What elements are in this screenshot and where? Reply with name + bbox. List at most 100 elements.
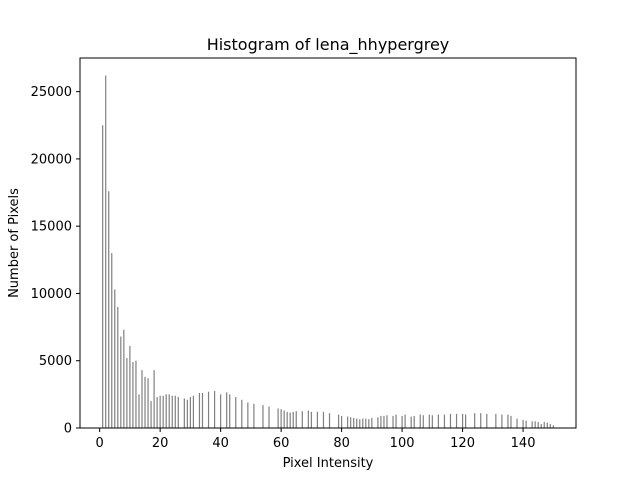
histogram-bar — [540, 423, 542, 428]
histogram-bar — [156, 397, 158, 428]
histogram-bar — [198, 393, 201, 428]
histogram-bar — [510, 415, 512, 428]
histogram-bar — [123, 329, 125, 428]
histogram-bar — [507, 414, 509, 428]
histogram-bar — [289, 412, 291, 428]
histogram-bar — [465, 414, 467, 428]
histogram-bar — [207, 391, 210, 428]
histogram-bar — [183, 398, 185, 428]
histogram-bar — [322, 411, 325, 428]
y-axis-label: Number of Pixels — [7, 188, 22, 298]
histogram-bar — [295, 411, 297, 428]
plot-frame — [79, 57, 577, 429]
histogram-bar — [129, 345, 131, 428]
histogram-bar — [347, 416, 349, 428]
histogram-bar — [531, 421, 533, 428]
histogram-bar — [268, 406, 270, 428]
histogram-bar — [525, 420, 527, 428]
histogram-bar — [534, 421, 536, 428]
y-tick-label: 20000 — [31, 152, 72, 167]
histogram-bar — [301, 411, 303, 428]
x-axis-label: Pixel Intensity — [283, 456, 374, 471]
x-axis-ticks: 0 20 40 60 80 100 120 140 — [96, 428, 536, 451]
y-tick-label: 5000 — [39, 354, 72, 369]
histogram-bar — [365, 418, 367, 428]
histogram-bar — [383, 415, 385, 428]
histogram-bar — [135, 360, 137, 428]
x-tick-label: 100 — [390, 436, 415, 451]
histogram-bar — [362, 418, 364, 428]
histogram-bar — [277, 408, 279, 428]
histogram-bar — [350, 417, 352, 428]
histogram-bar — [359, 419, 361, 428]
x-tick-label: 60 — [273, 436, 290, 451]
histogram-bar — [292, 411, 294, 428]
histogram-bar — [132, 362, 134, 428]
histogram-bar — [443, 414, 446, 428]
histogram-bar — [386, 415, 388, 428]
histogram-bar — [353, 417, 355, 428]
histogram-bar — [413, 415, 415, 428]
histogram-bar — [147, 378, 149, 428]
histogram-bar — [455, 413, 458, 428]
histogram-bar — [286, 411, 288, 428]
histogram-bar — [480, 413, 482, 428]
histogram-bar — [162, 395, 164, 428]
histogram-bar — [543, 421, 545, 428]
histogram-bar — [192, 395, 195, 428]
y-axis-ticks: 0 5000 10000 15000 20000 25000 — [31, 85, 80, 437]
histogram-bar — [419, 414, 421, 428]
histogram-bar — [159, 395, 161, 428]
x-tick-label: 140 — [511, 436, 536, 451]
histogram-bar — [495, 413, 497, 428]
y-tick-label: 0 — [64, 422, 72, 437]
x-tick-label: 40 — [212, 436, 229, 451]
histogram-bar — [186, 399, 188, 428]
histogram-bar — [449, 413, 452, 428]
histogram-bar — [392, 415, 394, 428]
histogram-bar — [328, 413, 331, 428]
histogram-bar — [395, 414, 397, 428]
histogram-bar — [368, 419, 370, 428]
histogram-bar — [341, 415, 343, 428]
histogram-bar — [235, 397, 237, 428]
y-tick-label: 10000 — [31, 287, 72, 302]
histogram-bar — [168, 394, 170, 428]
histogram-bar — [546, 422, 548, 428]
histogram-bar — [283, 410, 285, 428]
x-tick-label: 80 — [333, 436, 350, 451]
histogram-bar — [501, 414, 503, 428]
chart-title: Histogram of lena_hhypergrey — [207, 35, 450, 55]
histogram-bar — [117, 306, 119, 428]
x-tick-label: 120 — [450, 436, 475, 451]
histogram-bar — [108, 191, 110, 428]
histogram-bar — [153, 370, 155, 428]
histogram-bar — [428, 414, 430, 428]
histogram-bar — [226, 392, 228, 428]
y-tick-label: 15000 — [31, 220, 72, 235]
histogram-bar — [422, 415, 424, 428]
histogram-bar — [177, 397, 179, 428]
histogram-bar — [105, 75, 107, 429]
histogram-bar — [229, 394, 231, 428]
histogram-bar — [404, 414, 406, 428]
histogram-bar — [174, 395, 176, 428]
x-tick-label: 0 — [96, 436, 104, 451]
histogram-bar — [337, 414, 340, 428]
histogram-bar — [486, 413, 488, 428]
histogram-bar — [280, 409, 282, 428]
histogram-bar — [111, 253, 113, 428]
histogram-bar — [401, 415, 403, 428]
histogram-bar — [220, 394, 222, 428]
histogram-bar — [516, 418, 518, 428]
histogram-bar — [474, 413, 476, 428]
histogram-bar — [165, 394, 167, 428]
histogram-bar — [262, 405, 264, 428]
histogram-bar — [380, 415, 382, 428]
histogram-bar — [461, 413, 464, 428]
histogram-bar — [150, 401, 152, 428]
histogram-bar — [410, 416, 412, 428]
histogram-bar — [549, 423, 551, 428]
histogram-bar — [120, 336, 122, 428]
histogram-bar — [126, 358, 128, 428]
